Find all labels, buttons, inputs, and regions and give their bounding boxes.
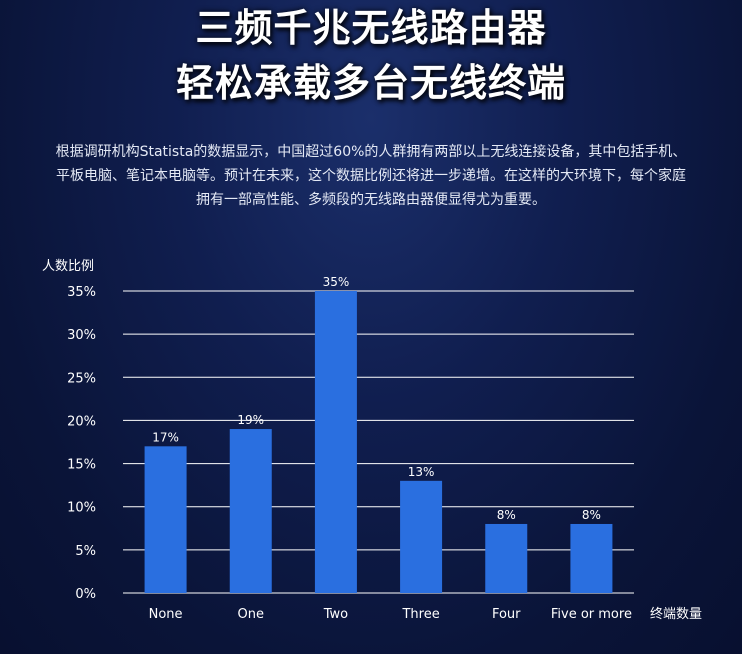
x-tick-label: Four	[492, 607, 521, 622]
x-tick-label: Three	[401, 607, 439, 622]
bars	[144, 291, 613, 593]
bar	[229, 429, 272, 593]
bar-value-label: 8%	[582, 508, 601, 522]
bar-value-label: 8%	[497, 508, 516, 522]
y-axis-label: 人数比例	[42, 259, 94, 274]
y-tick-label: 25%	[67, 371, 96, 386]
x-tick-label: One	[238, 607, 264, 622]
bar	[314, 291, 357, 593]
y-tick-label: 35%	[67, 285, 96, 300]
y-tick-label: 10%	[67, 501, 96, 516]
y-tick-label: 30%	[67, 328, 96, 343]
bar	[400, 480, 443, 593]
bar-chart: 人数比例 终端数量 0% 5% 10% 15% 20% 25% 30% 35% 17% 19% 3…	[42, 259, 702, 622]
bar-value-label: 17%	[152, 430, 179, 444]
gridlines	[123, 290, 634, 594]
x-tick-label: Five or more	[551, 607, 632, 622]
y-tick-label: 15%	[67, 458, 96, 473]
value-labels: 17% 19% 35% 13% 8% 8%	[152, 275, 601, 522]
bar	[570, 523, 613, 593]
bar-value-label: 19%	[237, 413, 264, 427]
intro-line-3: 拥有一部高性能、多频段的无线路由器便显得尤为重要。	[196, 192, 546, 208]
x-tick-label: Two	[323, 607, 348, 622]
bar	[485, 523, 528, 593]
intro-line-1: 根据调研机构Statista的数据显示，中国超过60%的人群拥有两部以上无线连接…	[55, 144, 687, 160]
y-tick-labels: 0% 5% 10% 15% 20% 25% 30% 35%	[67, 285, 96, 602]
x-tick-label: None	[149, 607, 183, 622]
bar-value-label: 35%	[323, 275, 350, 289]
intro-line-2: 平板电脑、笔记本电脑等。预计在未来，这个数据比例还将进一步递增。在这样的大环境下…	[56, 168, 686, 184]
headline-line-2: 轻松承载多台无线终端	[175, 61, 566, 105]
y-tick-label: 0%	[75, 587, 96, 602]
x-axis-label: 终端数量	[650, 606, 702, 622]
headline-line-1: 三频千兆无线路由器	[195, 6, 547, 50]
bar	[144, 446, 187, 593]
x-tick-labels: None One Two Three Four Five or more	[149, 607, 632, 622]
y-tick-label: 5%	[75, 544, 96, 559]
y-tick-label: 20%	[67, 414, 96, 429]
intro-paragraph: 根据调研机构Statista的数据显示，中国超过60%的人群拥有两部以上无线连接…	[18, 140, 724, 212]
bar-value-label: 13%	[408, 465, 435, 479]
